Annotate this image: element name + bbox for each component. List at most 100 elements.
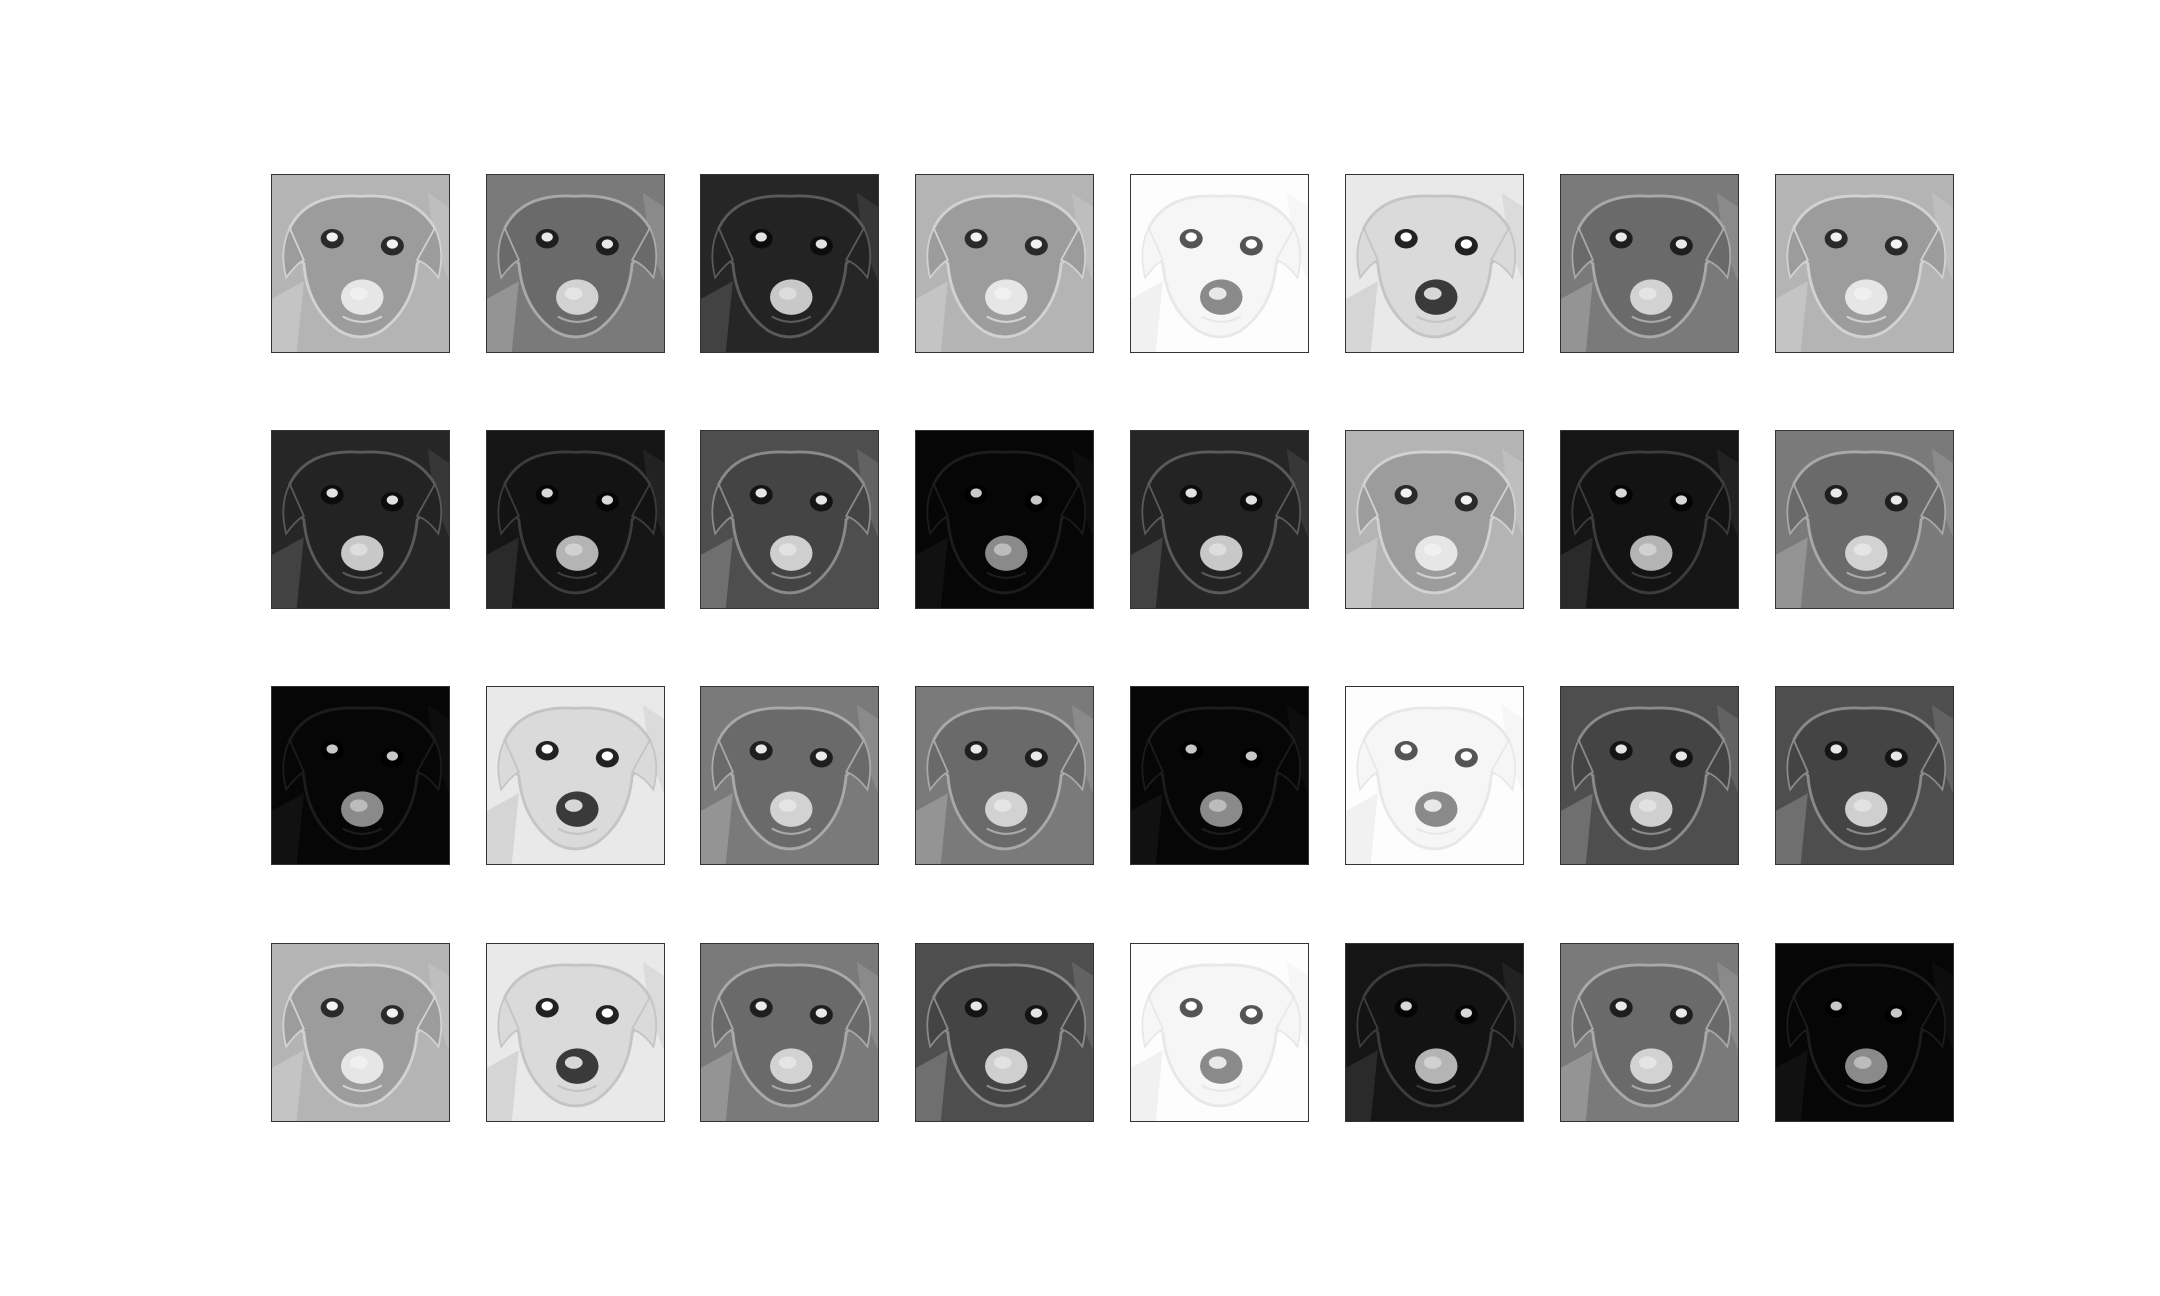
- nose-highlight: [564, 1056, 583, 1069]
- fur-texture: [1346, 537, 1378, 608]
- ear-right: [844, 995, 872, 1049]
- ear-left: [1141, 226, 1165, 280]
- nose-highlight: [993, 543, 1012, 556]
- ear-right: [1489, 738, 1517, 792]
- eye-left-highlight: [326, 744, 338, 754]
- ear-right: [415, 482, 443, 536]
- eye-right-highlight: [1675, 751, 1688, 761]
- nose-highlight: [778, 543, 797, 556]
- feature-map-panel: [486, 174, 665, 353]
- eye-left-highlight: [1185, 744, 1197, 754]
- eye-left-highlight: [1830, 488, 1842, 498]
- fur-texture: [272, 1050, 304, 1121]
- eye-right-highlight: [1030, 751, 1043, 761]
- nose-highlight: [349, 1056, 368, 1069]
- fur-texture: [1346, 793, 1378, 864]
- feature-map-image: [1131, 687, 1308, 864]
- nose-highlight: [1853, 287, 1872, 300]
- eye-right-highlight: [1460, 495, 1473, 505]
- fur-texture: [1131, 793, 1163, 864]
- mouth-line: [771, 315, 812, 323]
- fur-texture: [701, 793, 733, 864]
- mouth-line: [342, 827, 383, 835]
- feature-map-image: [701, 431, 878, 608]
- ear-right: [630, 995, 658, 1049]
- ear-right: [1059, 738, 1087, 792]
- feature-map-image: [916, 944, 1093, 1121]
- feature-map-image: [701, 944, 878, 1121]
- ear-left: [282, 738, 306, 792]
- ear-left: [497, 226, 521, 280]
- ear-right: [844, 482, 872, 536]
- feature-map-image: [1346, 944, 1523, 1121]
- ear-right: [630, 482, 658, 536]
- fur-texture: [1776, 281, 1808, 352]
- fur-texture: [1561, 1050, 1593, 1121]
- eye-left-highlight: [970, 488, 982, 498]
- eye-right-highlight: [1460, 751, 1473, 761]
- ear-left: [1786, 482, 1810, 536]
- ear-left: [1571, 482, 1595, 536]
- eye-left-highlight: [541, 488, 553, 498]
- nose-highlight: [564, 799, 583, 812]
- feature-map-panel: [486, 430, 665, 609]
- ear-left: [1786, 738, 1810, 792]
- eye-right-highlight: [1890, 495, 1903, 505]
- eye-right-highlight: [815, 239, 828, 249]
- eye-right-highlight: [1460, 239, 1473, 249]
- eye-right-highlight: [601, 751, 614, 761]
- ear-left: [1356, 995, 1380, 1049]
- mouth-line: [1846, 315, 1887, 323]
- eye-right-highlight: [815, 1008, 828, 1018]
- feature-map-image: [701, 687, 878, 864]
- ear-right: [1704, 738, 1732, 792]
- fur-texture: [487, 1050, 519, 1121]
- nose-highlight: [1853, 543, 1872, 556]
- mouth-line: [1846, 1084, 1887, 1092]
- nose-highlight: [1638, 1056, 1657, 1069]
- eye-right-highlight: [1030, 1008, 1043, 1018]
- eye-right-highlight: [1890, 239, 1903, 249]
- mouth-line: [1201, 827, 1242, 835]
- feature-map-image: [487, 687, 664, 864]
- mouth-line: [1416, 315, 1457, 323]
- eye-right-highlight: [815, 495, 828, 505]
- eye-left-highlight: [755, 1001, 767, 1011]
- ear-right: [415, 738, 443, 792]
- feature-map-panel: [1560, 686, 1739, 865]
- nose-highlight: [1208, 1056, 1227, 1069]
- feature-map-image: [1346, 175, 1523, 352]
- ear-left: [926, 482, 950, 536]
- fur-texture: [701, 281, 733, 352]
- ear-left: [711, 482, 735, 536]
- feature-map-panel: [1560, 943, 1739, 1122]
- feature-map-image: [487, 431, 664, 608]
- eye-right-highlight: [601, 239, 614, 249]
- eye-right-highlight: [1675, 495, 1688, 505]
- ear-right: [844, 226, 872, 280]
- eye-left-highlight: [541, 744, 553, 754]
- ear-left: [497, 995, 521, 1049]
- eye-left-highlight: [755, 744, 767, 754]
- feature-map-panel: [1345, 686, 1524, 865]
- feature-map-image: [1131, 175, 1308, 352]
- eye-right-highlight: [601, 1008, 614, 1018]
- feature-map-image: [1561, 687, 1738, 864]
- nose-highlight: [349, 799, 368, 812]
- eye-left-highlight: [970, 744, 982, 754]
- eye-right-highlight: [386, 751, 399, 761]
- eye-left-highlight: [755, 232, 767, 242]
- eye-left-highlight: [1615, 488, 1627, 498]
- mouth-line: [1416, 1084, 1457, 1092]
- ear-right: [415, 995, 443, 1049]
- ear-left: [1786, 226, 1810, 280]
- feature-map-panel: [700, 174, 879, 353]
- feature-map-image: [272, 175, 449, 352]
- mouth-line: [1201, 315, 1242, 323]
- nose-highlight: [993, 287, 1012, 300]
- nose-highlight: [1853, 799, 1872, 812]
- fur-texture: [1561, 793, 1593, 864]
- feature-map-panel: [1775, 174, 1954, 353]
- mouth-line: [1631, 315, 1672, 323]
- nose-highlight: [1208, 799, 1227, 812]
